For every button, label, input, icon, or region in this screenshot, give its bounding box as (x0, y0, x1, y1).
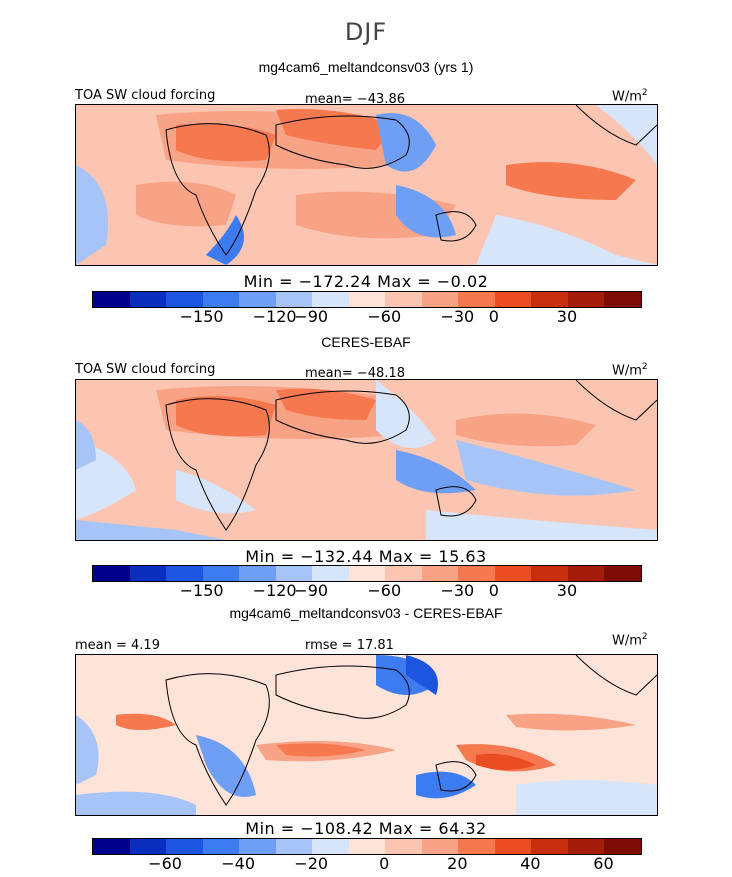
colorbar-swatch (494, 292, 532, 307)
panel-1-tick: −60 (367, 307, 402, 326)
panel-2-variable-label: TOA SW cloud forcing (75, 362, 216, 377)
panel-3-min-max: Min = −108.42 Max = 64.32 (245, 819, 487, 838)
panel-2-tick: −90 (294, 581, 329, 600)
colorbar-swatch (421, 839, 459, 854)
colorbar-swatch (531, 566, 568, 581)
colorbar-swatch (275, 292, 313, 307)
colorbar-swatch (202, 839, 240, 854)
colorbar-swatch (129, 839, 167, 854)
colorbar-swatch (385, 292, 422, 307)
colorbar-swatch (312, 839, 349, 854)
colorbar-swatch (129, 292, 167, 307)
panel-2-tick: −60 (367, 581, 402, 600)
panel-3-tick: 60 (593, 854, 614, 873)
colorbar-swatch (275, 839, 313, 854)
colorbar-swatch (567, 839, 605, 854)
colorbar-swatch (239, 292, 276, 307)
panel-3-tick: −20 (294, 854, 329, 873)
panel-1-title: mg4cam6_meltandconsv03 (yrs 1) (258, 59, 474, 75)
panel-2-colorbar-ticks: −150 −120 −90 −60 −30 0 30 (92, 581, 640, 600)
colorbar-swatch (604, 839, 641, 854)
colorbar-swatch (604, 292, 641, 307)
colorbar-swatch (93, 292, 130, 307)
colorbar-swatch (567, 292, 605, 307)
panel-3-tick: 20 (447, 854, 468, 873)
panel-2-tick: −30 (440, 581, 475, 600)
panel-1-min-max: Min = −172.24 Max = −0.02 (243, 272, 489, 291)
colorbar-swatch (531, 292, 568, 307)
panel-2-title: CERES-EBAF (321, 334, 411, 350)
panel-1-tick: −90 (294, 307, 329, 326)
panel-3-title: mg4cam6_meltandconsv03 - CERES-EBAF (229, 605, 503, 621)
panel-3-mean-label: mean = 4.19 (75, 638, 160, 653)
colorbar-swatch (312, 566, 349, 581)
panel-1-colorbar (92, 291, 642, 308)
panel-1-tick: −150 (179, 307, 224, 326)
panel-3-rmse-label: rmse = 17.81 (305, 638, 394, 653)
colorbar-swatch (348, 566, 386, 581)
panel-1-colorbar-ticks: −150 −120 −90 −60 −30 0 30 (92, 307, 640, 326)
colorbar-swatch (312, 292, 349, 307)
panel-3-tick: −60 (148, 854, 182, 873)
colorbar-swatch (604, 566, 641, 581)
colorbar-swatch (348, 292, 386, 307)
colorbar-swatch (458, 566, 495, 581)
colorbar-swatch (421, 292, 459, 307)
colorbar-swatch (166, 292, 203, 307)
colorbar-swatch (385, 839, 422, 854)
panel-3-tick: −40 (221, 854, 256, 873)
panel-1-tick: 0 (488, 307, 499, 326)
panel-2-tick: −150 (179, 581, 224, 600)
panel-1-tick: −120 (252, 307, 297, 326)
colorbar-swatch (567, 566, 605, 581)
panel-3-map (75, 654, 658, 816)
panel-1-units-label: W/m2 (612, 88, 648, 105)
colorbar-swatch (166, 839, 203, 854)
panel-2-units-label: W/m2 (612, 362, 648, 379)
colorbar-swatch (239, 839, 276, 854)
colorbar-swatch (275, 566, 313, 581)
panel-3-colorbar-ticks: −60 −40 −20 0 20 40 60 (92, 854, 640, 873)
colorbar-swatch (348, 839, 386, 854)
colorbar-swatch (202, 292, 240, 307)
colorbar-swatch (385, 566, 422, 581)
colorbar-swatch (494, 839, 532, 854)
colorbar-swatch (531, 839, 568, 854)
panel-2-map (75, 379, 658, 541)
panel-3-units-label: W/m2 (612, 632, 648, 649)
panel-1-map (75, 104, 658, 266)
panel-2-tick: −120 (252, 581, 297, 600)
panel-3-tick: 0 (379, 854, 390, 873)
panel-3-tick: 40 (520, 854, 541, 873)
panel-1-mean-label: mean= −43.86 (305, 92, 406, 107)
panel-1-tick: 30 (556, 307, 578, 326)
colorbar-swatch (129, 566, 167, 581)
colorbar-swatch (93, 839, 130, 854)
colorbar-swatch (202, 566, 240, 581)
colorbar-swatch (458, 839, 495, 854)
colorbar-swatch (458, 292, 495, 307)
panel-2-tick: 0 (488, 581, 499, 600)
panel-3-colorbar (92, 838, 642, 855)
panel-1-tick: −30 (440, 307, 475, 326)
panel-2-min-max: Min = −132.44 Max = 15.63 (245, 547, 487, 566)
colorbar-swatch (239, 566, 276, 581)
colorbar-swatch (494, 566, 532, 581)
colorbar-swatch (421, 566, 459, 581)
panel-2-mean-label: mean= −48.18 (305, 366, 406, 381)
season-title: DJF (344, 18, 388, 46)
panel-2-tick: 30 (556, 581, 578, 600)
colorbar-swatch (166, 566, 203, 581)
panel-2-colorbar (92, 565, 642, 582)
panel-1-variable-label: TOA SW cloud forcing (75, 88, 216, 103)
colorbar-swatch (93, 566, 130, 581)
